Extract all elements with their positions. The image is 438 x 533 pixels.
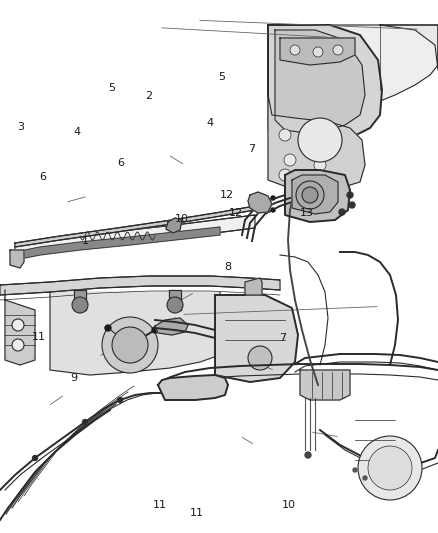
- Polygon shape: [0, 276, 280, 295]
- Text: 8: 8: [224, 262, 231, 271]
- Circle shape: [353, 468, 357, 472]
- Polygon shape: [15, 215, 255, 258]
- Text: 9: 9: [70, 374, 77, 383]
- Circle shape: [12, 319, 24, 331]
- Text: 10: 10: [175, 214, 189, 223]
- Circle shape: [117, 398, 123, 402]
- Circle shape: [339, 209, 345, 215]
- Polygon shape: [268, 25, 382, 145]
- Polygon shape: [285, 170, 350, 222]
- Circle shape: [302, 187, 318, 203]
- Circle shape: [284, 154, 296, 166]
- Circle shape: [347, 192, 353, 198]
- Circle shape: [290, 45, 300, 55]
- Polygon shape: [275, 30, 365, 133]
- Polygon shape: [380, 25, 438, 70]
- Polygon shape: [158, 375, 228, 400]
- Polygon shape: [245, 278, 262, 295]
- Polygon shape: [74, 290, 86, 310]
- Text: 5: 5: [108, 83, 115, 93]
- Polygon shape: [268, 95, 365, 190]
- Circle shape: [152, 327, 158, 333]
- Text: 11: 11: [32, 332, 46, 342]
- Circle shape: [305, 452, 311, 458]
- Circle shape: [105, 325, 111, 331]
- Text: 7: 7: [248, 144, 255, 154]
- Text: 12: 12: [220, 190, 234, 199]
- Circle shape: [363, 476, 367, 480]
- Polygon shape: [155, 318, 188, 335]
- Circle shape: [373, 473, 377, 477]
- Polygon shape: [15, 227, 220, 260]
- Circle shape: [296, 181, 324, 209]
- Text: 4: 4: [73, 127, 80, 136]
- Circle shape: [112, 327, 148, 363]
- Text: 4: 4: [207, 118, 214, 127]
- Circle shape: [314, 159, 326, 171]
- Circle shape: [102, 317, 158, 373]
- Circle shape: [32, 456, 38, 461]
- Circle shape: [358, 436, 422, 500]
- Text: 11: 11: [153, 500, 167, 510]
- Polygon shape: [50, 292, 220, 375]
- Polygon shape: [300, 370, 350, 400]
- Circle shape: [257, 200, 263, 206]
- Text: 2: 2: [145, 91, 152, 101]
- Text: 6: 6: [39, 172, 46, 182]
- Circle shape: [12, 339, 24, 351]
- Circle shape: [72, 297, 88, 313]
- Text: 12: 12: [229, 208, 243, 218]
- Circle shape: [333, 45, 343, 55]
- Text: 13: 13: [300, 208, 314, 218]
- Circle shape: [313, 47, 323, 57]
- Circle shape: [271, 208, 275, 212]
- Text: 3: 3: [18, 122, 25, 132]
- Polygon shape: [280, 38, 355, 65]
- Circle shape: [248, 346, 272, 370]
- Circle shape: [126, 341, 134, 349]
- Polygon shape: [15, 202, 270, 247]
- Polygon shape: [10, 250, 24, 268]
- Circle shape: [349, 202, 355, 208]
- Polygon shape: [248, 192, 272, 213]
- Text: 5: 5: [218, 72, 225, 82]
- Polygon shape: [166, 218, 182, 233]
- Text: 11: 11: [190, 508, 204, 518]
- Circle shape: [279, 129, 291, 141]
- Text: 7: 7: [279, 334, 286, 343]
- Circle shape: [298, 118, 342, 162]
- Circle shape: [368, 446, 412, 490]
- Text: 1: 1: [82, 236, 89, 246]
- Circle shape: [82, 419, 88, 424]
- Circle shape: [271, 196, 275, 200]
- Polygon shape: [292, 175, 338, 214]
- Circle shape: [167, 297, 183, 313]
- Polygon shape: [268, 25, 438, 115]
- Polygon shape: [215, 295, 298, 382]
- Circle shape: [279, 169, 291, 181]
- Text: 10: 10: [282, 500, 296, 510]
- Text: 6: 6: [117, 158, 124, 167]
- Polygon shape: [5, 290, 35, 365]
- Polygon shape: [169, 290, 181, 310]
